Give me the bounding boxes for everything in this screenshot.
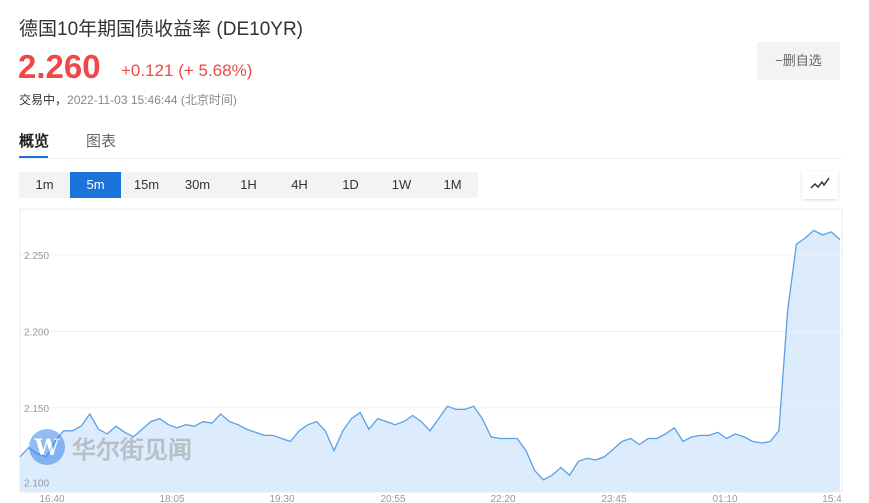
x-tick-label: 23:45 xyxy=(601,494,626,503)
tab-chart[interactable]: 图表 xyxy=(86,133,117,150)
x-tick-label: 16:40 xyxy=(39,494,64,503)
y-tick-label: 2.250 xyxy=(24,251,49,262)
x-tick-label: 20:55 xyxy=(380,494,405,503)
interval-1W[interactable]: 1W xyxy=(391,177,412,192)
interval-30m[interactable]: 30m xyxy=(184,177,211,192)
interval-1m[interactable]: 1m xyxy=(35,177,54,192)
y-tick-label: 2.200 xyxy=(24,327,49,338)
interval-1D[interactable]: 1D xyxy=(342,177,359,192)
watermark-logo-icon: W xyxy=(29,429,65,465)
current-price: 2.260 xyxy=(18,48,101,85)
tab-overview[interactable]: 概览 xyxy=(19,133,50,150)
timestamp: 2022-11-03 15:46:44 (北京时间) xyxy=(67,93,237,107)
watermark: W 华尔街见闻 xyxy=(28,428,192,466)
area-fill xyxy=(20,230,840,492)
interval-15m[interactable]: 15m xyxy=(133,177,160,192)
interval-4H[interactable]: 4H xyxy=(291,177,308,192)
interval-1M[interactable]: 1M xyxy=(443,177,462,192)
line-chart-icon xyxy=(810,177,830,189)
instrument-title: 德国10年期国债收益率 (DE10YR) xyxy=(19,19,303,40)
trading-status: 交易中，2022-11-03 15:46:44 (北京时间) xyxy=(19,91,237,108)
x-tick-label: 19:30 xyxy=(269,494,294,503)
x-tick-label: 22:20 xyxy=(490,494,515,503)
interval-selector: 1m 5m 15m 30m 1H 4H 1D 1W 1M xyxy=(19,172,478,198)
price-change: +0.121 (+ 5.68%) xyxy=(121,61,253,80)
interval-5m[interactable]: 5m xyxy=(70,172,121,198)
price-line xyxy=(19,229,841,481)
watermark-text: 华尔街见闻 xyxy=(72,434,192,464)
svg-text:W: W xyxy=(34,435,60,461)
chart-type-button[interactable] xyxy=(802,171,838,199)
remove-watchlist-button[interactable]: −删自选 xyxy=(757,42,840,80)
status-label: 交易中， xyxy=(19,93,68,107)
x-tick-label: 01:10 xyxy=(712,494,737,503)
y-tick-label: 2.100 xyxy=(24,478,49,489)
interval-1H[interactable]: 1H xyxy=(240,177,257,192)
active-tab-indicator xyxy=(19,156,48,158)
tab-divider xyxy=(19,158,842,159)
y-tick-label: 2.150 xyxy=(24,404,49,415)
x-tick-label: 18:05 xyxy=(159,494,184,503)
x-tick-label: 15:4 xyxy=(822,494,842,503)
